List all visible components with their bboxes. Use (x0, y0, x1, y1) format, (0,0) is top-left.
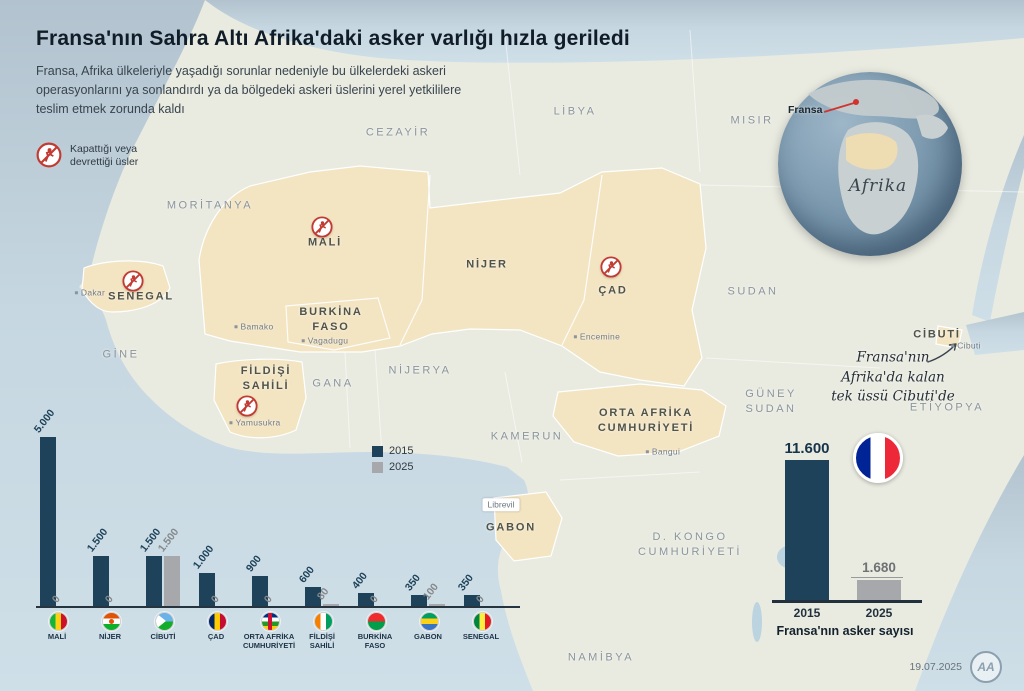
map-legend-label: Kapattığı veya devrettiği üsler (70, 143, 139, 169)
legend-swatch-2025 (372, 462, 383, 474)
map-label-gabon: GABON (486, 521, 536, 534)
map-label-ni-jer: NİJER (466, 258, 508, 271)
red-sea (972, 135, 1024, 322)
legend-item-2025: 2025 (372, 460, 413, 476)
atlantic-ocean (0, 0, 533, 691)
map-label-gana: GANA (312, 377, 354, 390)
subtitle: Fransa, Afrika ülkeleriyle yaşadığı soru… (36, 64, 462, 116)
map-label-burki-na-faso: BURKİNA FASO (299, 306, 363, 333)
map-label-misir: MISIR (730, 114, 774, 127)
djibouti-annotation: Fransa'nın Afrika'da kalan tek üssü Cibu… (831, 349, 955, 405)
closed-base-icon-mali (311, 216, 333, 238)
aa-logo: AA (970, 651, 1002, 683)
closed-base-icon-cad (600, 256, 622, 278)
legend-label-2025: 2025 (389, 460, 414, 473)
france-flag-icon (853, 433, 903, 483)
globe-graphic (808, 79, 948, 235)
map-label-li-bya: LİBYA (553, 105, 597, 118)
legend-item-2015: 2015 (372, 444, 413, 460)
lake-victoria (777, 545, 807, 569)
map-label-encemine: Encemine (574, 331, 620, 342)
map-legend: Kapattığı veya devrettiği üsler (36, 142, 196, 172)
map-label-d-kongo-cumhuri-yeti: D. KONGO CUMHURİYETİ (638, 531, 742, 558)
map-label-orta-afri-ka-cumhuri-yeti: ORTA AFRİKA CUMHURİYETİ (597, 407, 695, 434)
map-label-yamusukra: Yamusukra (229, 417, 280, 428)
globe-arabia (916, 114, 948, 139)
map-label-ni-jerya: NİJERYA (388, 364, 452, 377)
map-label-eti-yopya: ETİYOPYA (909, 401, 985, 414)
map-label-vagadugu: Vagadugu (302, 335, 349, 346)
mediterranean-sea (205, 0, 1024, 63)
map-label-mori-tanya: MORİTANYA (166, 199, 254, 212)
lake-tanganyika (752, 602, 762, 642)
closed-base-icon-senegal (122, 270, 144, 292)
map-label-kamerun: KAMERUN (490, 430, 564, 443)
map-label-senegal: SENEGAL (108, 290, 174, 303)
date-label: 19.07.2025 (909, 661, 962, 673)
map-label-bamako: Bamako (235, 321, 274, 332)
region-orta-afrika (552, 383, 727, 457)
map-label-sudan: SUDAN (727, 285, 779, 298)
map-label-nami-bya: NAMİBYA (567, 651, 635, 664)
map-label-gi-ne: GİNE (102, 348, 140, 361)
legend-swatch-2015 (372, 446, 383, 458)
map-label-bangui: Bangui (646, 446, 680, 457)
chart2-caption: Fransa'nın asker sayısı (776, 624, 914, 638)
map-label-g-ney-sudan: GÜNEY SUDAN (745, 388, 797, 415)
globe-france-label: Fransa (788, 104, 823, 116)
map-label-mali: MALİ (307, 236, 343, 249)
map-label-ci-buti: CİBUTİ (913, 328, 961, 341)
sahel-internal-borders (285, 174, 603, 351)
chart-legend: 2015 2025 (372, 444, 413, 476)
map-label-cezayi-r: CEZAYİR (365, 126, 431, 139)
chart2-baseline (772, 600, 922, 603)
map-label-dakar: Dakar (75, 287, 105, 298)
globe-inset (778, 72, 962, 256)
closed-base-icon-fildisi-sahili (236, 395, 258, 417)
chart1-baseline (36, 606, 520, 608)
map-label-cibuti: Cibuti (951, 340, 981, 351)
france-pointer-line (823, 102, 855, 113)
chart2-refline (851, 577, 903, 578)
globe-europe (808, 79, 939, 119)
country-borders (344, 29, 1024, 481)
map-label-fi-ldi-i-sahi-li: FİLDİŞİ SAHİLİ (240, 365, 292, 392)
map-label-librevil: Librevil (482, 498, 520, 512)
legend-label-2015: 2015 (389, 445, 414, 457)
france-marker-icon (853, 99, 859, 105)
globe-africa-label: Afrika (848, 176, 908, 196)
map-label-ad: ÇAD (598, 284, 628, 297)
indian-ocean (915, 455, 1024, 691)
closed-base-icon (36, 142, 62, 172)
globe-sahel-highlight (846, 133, 898, 170)
page-title: Fransa'nın Sahra Altı Afrika'daki asker … (36, 27, 630, 50)
